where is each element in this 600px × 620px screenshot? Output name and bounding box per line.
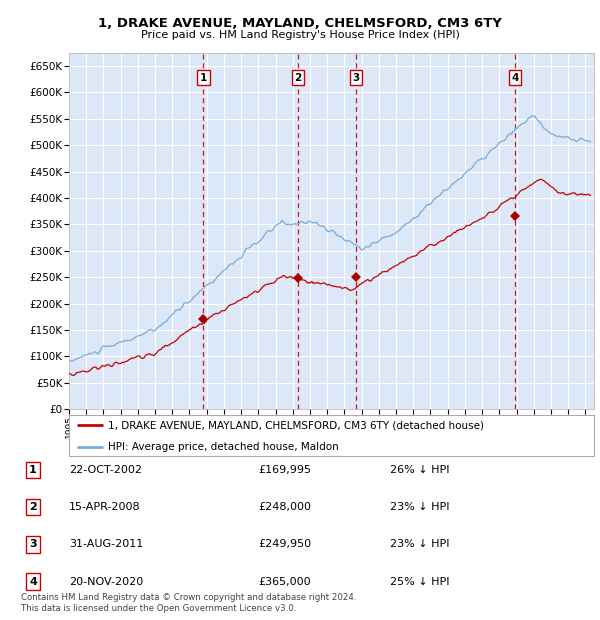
Text: £249,950: £249,950	[258, 539, 311, 549]
Text: 26% ↓ HPI: 26% ↓ HPI	[390, 465, 449, 475]
Text: £365,000: £365,000	[258, 577, 311, 587]
Text: Contains HM Land Registry data © Crown copyright and database right 2024.
This d: Contains HM Land Registry data © Crown c…	[21, 593, 356, 613]
Text: Price paid vs. HM Land Registry's House Price Index (HPI): Price paid vs. HM Land Registry's House …	[140, 30, 460, 40]
Text: 2: 2	[294, 73, 301, 82]
Text: 3: 3	[29, 539, 37, 549]
Text: 1: 1	[29, 465, 37, 475]
Text: £169,995: £169,995	[258, 465, 311, 475]
Text: 4: 4	[29, 577, 37, 587]
Text: 1: 1	[200, 73, 207, 82]
Text: HPI: Average price, detached house, Maldon: HPI: Average price, detached house, Mald…	[109, 442, 339, 452]
Text: 1, DRAKE AVENUE, MAYLAND, CHELMSFORD, CM3 6TY (detached house): 1, DRAKE AVENUE, MAYLAND, CHELMSFORD, CM…	[109, 420, 484, 430]
Text: 2: 2	[29, 502, 37, 512]
Text: 23% ↓ HPI: 23% ↓ HPI	[390, 502, 449, 512]
Text: 22-OCT-2002: 22-OCT-2002	[69, 465, 142, 475]
Text: 20-NOV-2020: 20-NOV-2020	[69, 577, 143, 587]
Text: 31-AUG-2011: 31-AUG-2011	[69, 539, 143, 549]
Text: 23% ↓ HPI: 23% ↓ HPI	[390, 539, 449, 549]
Text: 3: 3	[352, 73, 359, 82]
Text: £248,000: £248,000	[258, 502, 311, 512]
Text: 4: 4	[511, 73, 518, 82]
Text: 15-APR-2008: 15-APR-2008	[69, 502, 140, 512]
Text: 1, DRAKE AVENUE, MAYLAND, CHELMSFORD, CM3 6TY: 1, DRAKE AVENUE, MAYLAND, CHELMSFORD, CM…	[98, 17, 502, 30]
Text: 25% ↓ HPI: 25% ↓ HPI	[390, 577, 449, 587]
